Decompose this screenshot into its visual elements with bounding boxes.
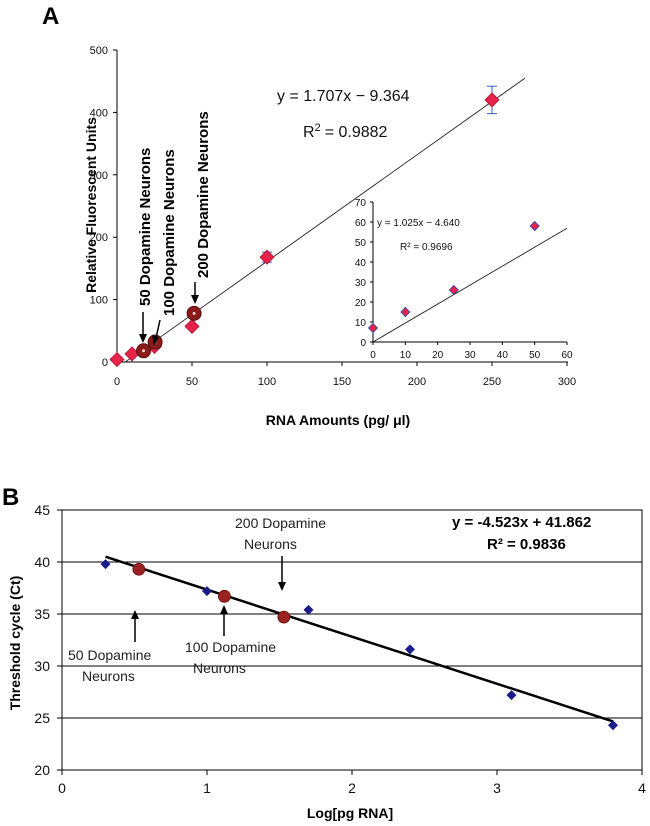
annotation-b-50-line1: 50 Dopamine [68,647,151,663]
inset-x-tick-label: 60 [561,350,573,361]
panel-a-x-tick-label: 100 [258,376,276,388]
annotation-b-100-line2: Neurons [193,660,246,676]
panel-b-data-point-neurons [277,610,291,624]
panel-a-y-axis-label: Relative Fluorescent Units [83,117,99,293]
data-point-standard [184,318,200,334]
panel-a-y-tick-label: 0 [102,357,108,369]
panel-a-x-tick-label: 150 [333,376,351,388]
inset-x-tick-label: 30 [464,350,476,361]
panel-a-x-tick-label: 300 [558,376,576,388]
annotation-b-50-line2: Neurons [82,668,135,684]
panel-b-x-axis-label: Log[pg RNA] [307,805,393,821]
inset-x-tick-label: 40 [497,350,509,361]
panel-b-x-tick-label: 0 [58,780,66,796]
panel-a-label: A [42,3,59,30]
data-point-standard [109,351,125,368]
panel-a-x-tick-label: 50 [186,376,198,388]
panel-a-y-tick-label: 100 [90,295,108,307]
panel-a-equation: y = 1.707x − 9.364 [277,88,410,105]
panel-a-y-tick-label: 200 [90,232,108,244]
panel-b-data-point-standard [202,586,212,597]
inset-data-point [448,284,459,296]
inset-x-tick-label: 10 [400,350,412,361]
annotation-b-100-line1: 100 Dopamine [185,639,276,655]
panel-a-y-tick-label: 300 [90,170,108,182]
panel-b-x-tick-label: 3 [493,780,501,796]
inset-x-tick-label: 0 [370,350,376,361]
inset-data-point [400,306,411,318]
data-point-standard [484,92,500,108]
panel-b-label: B [2,484,19,511]
panel-b-data-point-standard [100,559,111,570]
panel-b-x-tick-label: 1 [203,780,211,796]
annotation-b-200-line2: Neurons [244,536,297,552]
panel-b-data-point-neurons [217,589,231,603]
panel-b-data-point-neurons [132,562,146,576]
panel-a-x-axis-label: RNA Amounts (pg/ μl) [266,412,410,428]
panel-b-equation: y = -4.523x + 41.862 [452,514,591,531]
panel-a-y-tick-label: 400 [90,107,108,119]
annotation-50-dopamine-neurons: 50 Dopamine Neurons [137,148,154,306]
inset-y-tick-label: 60 [355,218,367,229]
panel-a-x-tick-label: 200 [408,376,426,388]
inset-y-tick-label: 30 [355,278,367,289]
inset-equation: y = 1.025x − 4.640 [377,218,460,229]
panel-b-y-axis-label: Threshold cycle (Ct) [7,576,23,711]
inset-trendline [372,227,568,343]
annotation-100-dopamine-neurons: 100 Dopamine Neurons [161,149,178,316]
inset-y-tick-label: 0 [360,338,366,349]
inset-y-tick-label: 20 [355,298,367,309]
panel-b-data-point-standard [608,720,618,731]
inset-r2: R² = 0.9696 [400,242,453,253]
inset-data-point [529,220,540,232]
panel-b-x-tick-label: 2 [348,780,356,796]
panel-b-y-tick-label: 20 [34,762,50,778]
panel-b-y-tick-label: 40 [34,554,50,570]
data-point-neurons-center [142,349,146,353]
panel-b-y-tick-label: 35 [34,606,50,622]
inset-y-tick-label: 10 [355,318,367,329]
panel-b-y-tick-label: 45 [34,502,50,518]
panel-a-y-tick-label: 500 [90,45,108,57]
panel-b-data-point-standard [506,690,517,701]
inset-x-tick-label: 20 [432,350,444,361]
panel-a-x-tick-label: 0 [114,376,120,388]
annotation-200-dopamine-neurons: 200 Dopamine Neurons [195,111,212,278]
panel-a-x-tick-label: 250 [483,376,501,388]
inset-y-tick-label: 40 [355,258,367,269]
data-point-neurons-center [192,311,196,315]
panel-a-inset: 0 10 20 30 40 50 60 70 0 10 20 30 40 50 60 y = 1.025x… [355,195,573,361]
panel-b-trendline [105,555,614,723]
panel-b-y-tick-label: 30 [34,658,50,674]
panel-b-data-point-standard [405,644,415,655]
annotation-b-200-line1: 200 Dopamine [235,515,326,531]
inset-x-tick-label: 50 [529,350,541,361]
panel-b-y-tick-label: 25 [34,710,50,726]
panel-b-r2: R² = 0.9836 [487,536,566,553]
panel-a-r2: R2 = 0.9882 [303,122,388,141]
panel-b-arrows [131,556,286,642]
data-point-standard [259,249,275,265]
panel-b-data-point-standard [303,604,314,615]
panel-b-x-tick-label: 4 [638,780,646,796]
inset-y-tick-label: 50 [355,238,367,249]
inset-data-point [367,322,379,334]
panel-a-arrows [139,282,199,346]
panel-b-chart: 20 25 30 35 40 45 0 1 2 3 4 Log[pg RNA] Threshold… [7,502,646,821]
inset-y-tick-label: 70 [355,198,367,209]
